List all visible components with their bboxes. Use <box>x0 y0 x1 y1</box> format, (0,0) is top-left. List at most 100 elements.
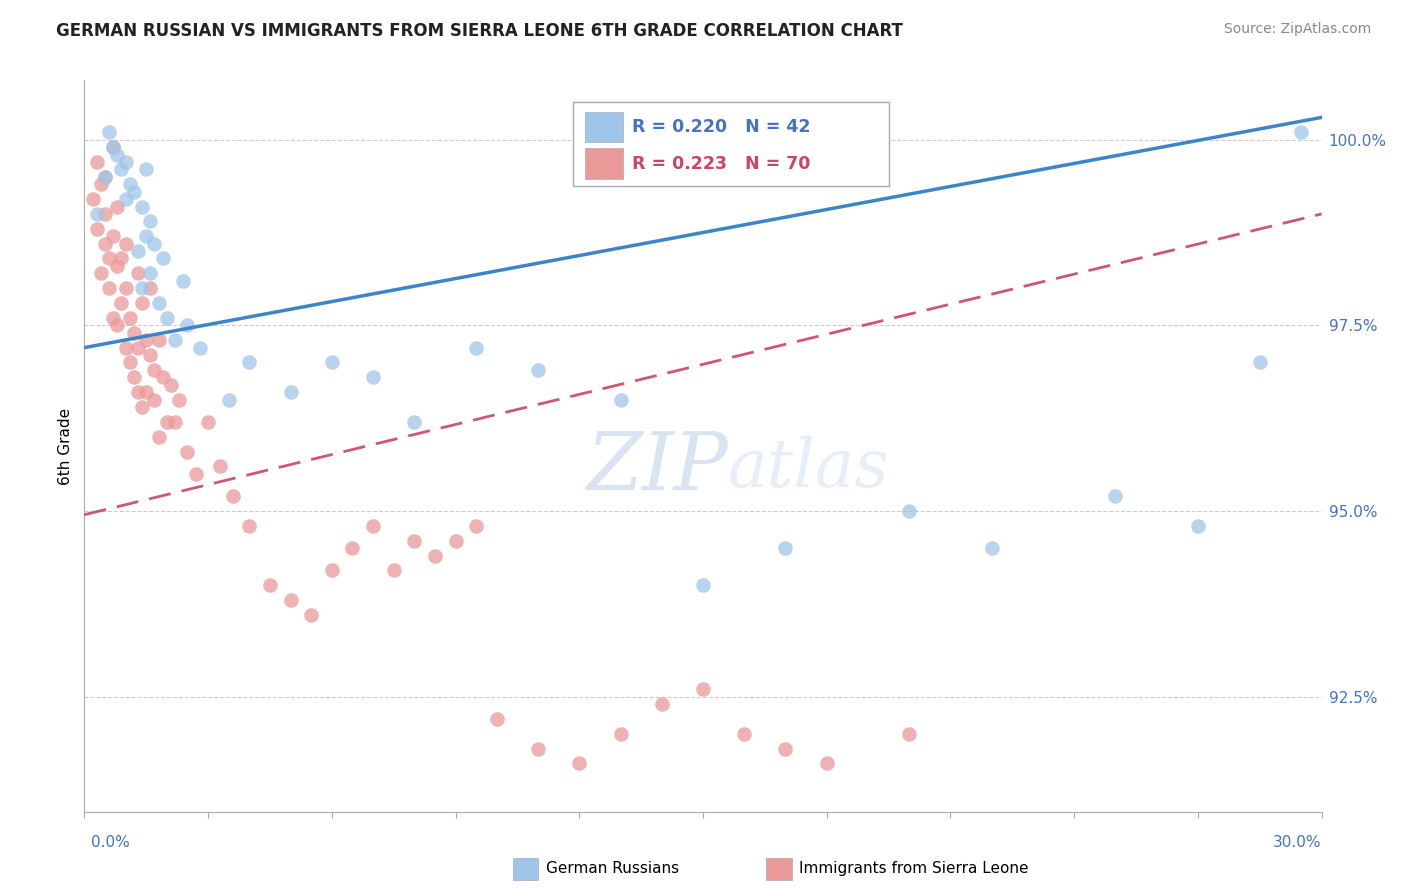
Point <box>110 252 132 266</box>
Point <box>103 229 125 244</box>
Point <box>139 266 162 280</box>
Text: Immigrants from Sierra Leone: Immigrants from Sierra Leone <box>799 862 1028 876</box>
Point <box>299 607 322 622</box>
Point <box>122 370 145 384</box>
Point <box>209 459 232 474</box>
Point <box>222 489 245 503</box>
Point <box>94 169 117 184</box>
Point <box>609 392 631 407</box>
Y-axis label: 6th Grade: 6th Grade <box>58 408 73 484</box>
Text: 30.0%: 30.0% <box>1274 836 1322 850</box>
Point <box>143 392 166 407</box>
Point <box>131 281 153 295</box>
Point <box>118 355 141 369</box>
Point <box>733 727 755 741</box>
Point <box>135 162 157 177</box>
Point <box>1249 355 1271 369</box>
Point <box>775 541 797 555</box>
Text: ZIP: ZIP <box>586 429 728 507</box>
Point <box>135 229 157 244</box>
Point <box>1104 489 1126 503</box>
Point <box>118 178 141 192</box>
Point <box>898 504 921 518</box>
Point <box>465 341 488 355</box>
Point <box>152 370 174 384</box>
Point <box>122 185 145 199</box>
Point <box>131 200 153 214</box>
Point <box>82 192 104 206</box>
Point <box>110 162 132 177</box>
Point <box>118 310 141 325</box>
Text: R = 0.220   N = 42: R = 0.220 N = 42 <box>633 118 811 136</box>
Point <box>127 341 149 355</box>
Point <box>218 392 240 407</box>
Point <box>444 533 467 548</box>
Point <box>152 252 174 266</box>
Point <box>131 400 153 414</box>
Point <box>135 333 157 347</box>
Point <box>94 207 117 221</box>
Point <box>114 341 136 355</box>
Point <box>103 140 125 154</box>
Text: atlas: atlas <box>728 435 890 500</box>
Point <box>775 741 797 756</box>
Point <box>280 593 302 607</box>
Point <box>94 236 117 251</box>
Point <box>188 341 211 355</box>
Point <box>127 244 149 258</box>
Text: German Russians: German Russians <box>546 862 679 876</box>
Point <box>105 259 128 273</box>
Point <box>423 549 446 563</box>
Point <box>90 178 112 192</box>
Point <box>90 266 112 280</box>
Point <box>465 518 488 533</box>
Point <box>165 333 187 347</box>
Bar <box>585 148 623 179</box>
Point <box>609 727 631 741</box>
Point <box>86 207 108 221</box>
Point <box>980 541 1002 555</box>
Point <box>165 415 187 429</box>
Point <box>156 415 179 429</box>
Text: 0.0%: 0.0% <box>91 836 131 850</box>
Point <box>86 155 108 169</box>
Point <box>527 741 550 756</box>
Point <box>692 682 714 697</box>
Point <box>176 318 198 333</box>
Point <box>105 318 128 333</box>
Point <box>114 236 136 251</box>
Point <box>105 200 128 214</box>
Point <box>143 236 166 251</box>
Point <box>139 214 162 228</box>
Text: Source: ZipAtlas.com: Source: ZipAtlas.com <box>1223 22 1371 37</box>
Point <box>127 266 149 280</box>
Point <box>103 140 125 154</box>
Point <box>382 563 405 577</box>
Point <box>321 355 343 369</box>
Point <box>114 192 136 206</box>
Point <box>238 355 260 369</box>
Point <box>131 296 153 310</box>
Point <box>122 326 145 340</box>
Text: GERMAN RUSSIAN VS IMMIGRANTS FROM SIERRA LEONE 6TH GRADE CORRELATION CHART: GERMAN RUSSIAN VS IMMIGRANTS FROM SIERRA… <box>56 22 903 40</box>
Point <box>404 415 426 429</box>
Point <box>94 169 117 184</box>
Point <box>114 281 136 295</box>
Point <box>184 467 207 481</box>
Point <box>103 310 125 325</box>
Point <box>259 578 281 592</box>
Point <box>485 712 508 726</box>
Point <box>280 385 302 400</box>
Point <box>148 296 170 310</box>
Point <box>143 363 166 377</box>
Point <box>692 578 714 592</box>
Point <box>110 296 132 310</box>
Point <box>238 518 260 533</box>
Point <box>321 563 343 577</box>
FancyBboxPatch shape <box>574 103 889 186</box>
Point <box>148 430 170 444</box>
Point <box>160 377 183 392</box>
Point <box>527 363 550 377</box>
Point <box>98 252 121 266</box>
Point <box>98 125 121 139</box>
